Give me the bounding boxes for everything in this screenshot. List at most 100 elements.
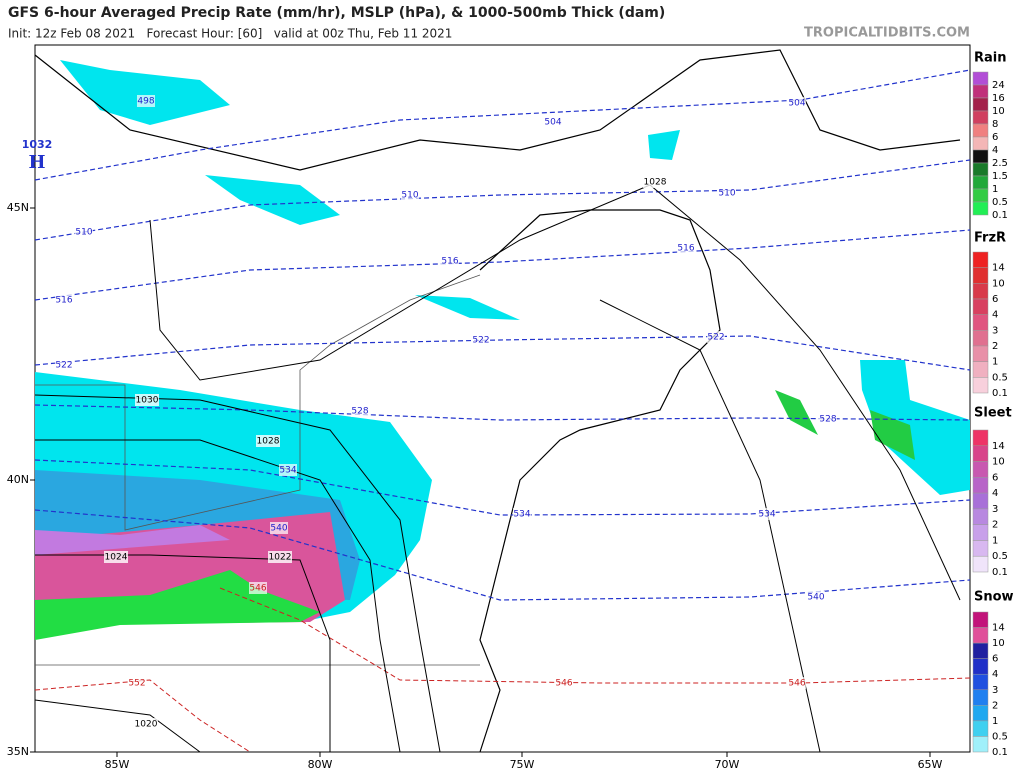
legend-title: Sleet bbox=[974, 406, 1012, 421]
thickness-label-bg bbox=[555, 677, 573, 689]
legend-swatch bbox=[972, 361, 989, 378]
legend-swatch bbox=[972, 705, 989, 722]
legend-label: 4 bbox=[992, 145, 998, 156]
legend-swatch bbox=[972, 298, 989, 315]
legend-label: 0.5 bbox=[992, 197, 1008, 208]
legend-swatch bbox=[972, 377, 989, 394]
legend-swatch bbox=[972, 201, 989, 216]
isobar-label-bg bbox=[268, 551, 292, 563]
legend-label: 0.1 bbox=[992, 747, 1008, 758]
legend-swatch bbox=[972, 162, 989, 177]
legend-label: 14 bbox=[992, 623, 1005, 634]
thickness-label: 534 bbox=[758, 510, 775, 520]
thickness-label-bg bbox=[401, 189, 419, 201]
legend-swatch bbox=[972, 673, 989, 691]
legend-swatch bbox=[972, 149, 989, 164]
legend-label: 6 bbox=[992, 294, 998, 305]
isobar-label: 1028 bbox=[257, 437, 280, 447]
isobar-label: 1020 bbox=[135, 720, 158, 730]
thickness-label: 546 bbox=[555, 679, 572, 689]
lon-label: 65W bbox=[918, 758, 943, 771]
legend-label: 0.5 bbox=[992, 731, 1008, 742]
legend-label: 8 bbox=[992, 119, 998, 130]
thickness-label-bg bbox=[55, 359, 73, 371]
thickness-label: 504 bbox=[544, 118, 561, 128]
high-symbol: H bbox=[28, 152, 45, 173]
thickness-label: 540 bbox=[270, 524, 287, 534]
legend-title: FrzR bbox=[974, 231, 1006, 246]
legend-label: 6 bbox=[992, 132, 998, 143]
thickness-label-bg bbox=[55, 294, 73, 306]
thickness-label-bg bbox=[351, 405, 369, 417]
legend-label: 4 bbox=[992, 488, 998, 499]
lon-label: 80W bbox=[308, 758, 333, 771]
thickness-label-bg bbox=[807, 591, 825, 603]
legend-label: 1 bbox=[992, 184, 998, 195]
thickness-label: 528 bbox=[819, 415, 836, 425]
legend-label: 0.5 bbox=[992, 551, 1008, 562]
thickness-label: 510 bbox=[718, 189, 735, 199]
legend-swatch bbox=[972, 251, 989, 268]
thickness-label-bg bbox=[128, 677, 146, 689]
legend-label: 2 bbox=[992, 341, 998, 352]
thickness-label: 522 bbox=[55, 361, 72, 371]
legend-label: 4 bbox=[992, 310, 998, 321]
thickness-label-bg bbox=[270, 522, 288, 534]
thickness-label: 510 bbox=[401, 191, 418, 201]
legend-label: 10 bbox=[992, 106, 1005, 117]
legend-label: 4 bbox=[992, 669, 998, 680]
thickness-label: 540 bbox=[807, 593, 824, 603]
thickness-label-bg bbox=[249, 582, 267, 594]
isobar-label-bg bbox=[643, 176, 667, 188]
legend-swatch bbox=[972, 555, 989, 573]
isobar-label: 1024 bbox=[105, 553, 128, 563]
legend-swatch bbox=[972, 71, 989, 86]
thickness-label-bg bbox=[75, 226, 93, 238]
legend-swatch bbox=[972, 611, 989, 628]
isobar-label: 1022 bbox=[269, 553, 292, 563]
lon-label: 70W bbox=[715, 758, 740, 771]
legend-label: 1 bbox=[992, 357, 998, 368]
map bbox=[34, 44, 971, 753]
legend-swatch bbox=[972, 188, 989, 203]
thickness-label-bg bbox=[472, 334, 490, 346]
thickness-label-bg bbox=[758, 508, 776, 520]
thickness-label: 504 bbox=[788, 99, 805, 109]
isobar-label: 1028 bbox=[644, 178, 667, 188]
isobar-label-bg bbox=[135, 394, 159, 406]
legend-label: 2 bbox=[992, 520, 998, 531]
lon-label: 75W bbox=[510, 758, 535, 771]
thickness-label: 546 bbox=[788, 679, 805, 689]
legend-swatch bbox=[972, 492, 989, 510]
thickness-label-bg bbox=[544, 116, 562, 128]
legend-label: 16 bbox=[992, 93, 1005, 104]
legend-title: Snow bbox=[974, 590, 1014, 605]
legend-swatch bbox=[972, 461, 989, 478]
isobar-label-bg bbox=[134, 718, 158, 730]
legend-swatch bbox=[972, 110, 989, 125]
thickness-label: 516 bbox=[441, 257, 458, 267]
lat-label: 45N bbox=[7, 201, 29, 214]
legend-title: Rain bbox=[974, 51, 1007, 66]
legend-swatch bbox=[972, 736, 989, 753]
legend-label: 10 bbox=[992, 457, 1005, 468]
legend-label: 14 bbox=[992, 441, 1005, 452]
legend-label: 1 bbox=[992, 535, 998, 546]
legend-label: 0.1 bbox=[992, 567, 1008, 578]
legend-swatch bbox=[972, 445, 989, 462]
thickness-label: 552 bbox=[128, 679, 145, 689]
legend-label: 10 bbox=[992, 638, 1005, 649]
thickness-label-bg bbox=[788, 97, 806, 109]
thickness-label: 528 bbox=[351, 407, 368, 417]
thickness-label: 546 bbox=[249, 584, 266, 594]
legend-swatch bbox=[972, 84, 989, 99]
lat-label: 35N bbox=[7, 745, 29, 758]
legend-label: 6 bbox=[992, 654, 998, 665]
legend-swatch bbox=[972, 136, 989, 151]
legend-swatch bbox=[972, 642, 989, 659]
thickness-label-bg bbox=[819, 413, 837, 425]
legend-label: 1.5 bbox=[992, 171, 1008, 182]
legend-swatch bbox=[972, 123, 989, 138]
title: GFS 6-hour Averaged Precip Rate (mm/hr),… bbox=[8, 5, 665, 21]
